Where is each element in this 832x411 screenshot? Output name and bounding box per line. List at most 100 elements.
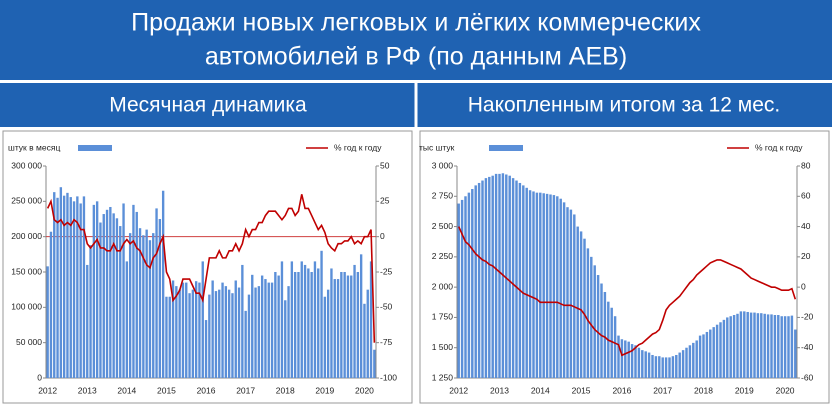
bar [350, 275, 353, 378]
bar [678, 352, 681, 378]
bar [125, 261, 129, 378]
x-tick-label: 2017 [236, 385, 255, 395]
bar [356, 272, 360, 378]
chart-title: Месячная динамика [109, 94, 307, 117]
bar [675, 354, 678, 378]
bar [155, 208, 158, 378]
bar [264, 279, 267, 378]
x-tick-label: 2020 [776, 385, 795, 395]
bar [66, 192, 69, 378]
y2-tick-label: 20 [801, 251, 811, 261]
bar [293, 272, 297, 378]
bar [522, 185, 525, 378]
bar [185, 282, 188, 378]
x-tick-label: 2018 [694, 385, 713, 395]
y2-tick-label: 80 [801, 160, 811, 170]
bar [227, 289, 231, 378]
bar [583, 238, 586, 378]
bar [647, 352, 651, 378]
bar [237, 287, 241, 378]
y2-tick-label: -20 [801, 312, 814, 322]
x-tick-label: 2016 [197, 385, 216, 395]
bar [685, 347, 688, 378]
bar [794, 329, 797, 378]
bar [346, 275, 350, 378]
bar [783, 316, 787, 378]
bar [208, 294, 211, 378]
bar [484, 178, 488, 378]
bar [109, 206, 112, 378]
bar [373, 349, 376, 378]
bar [457, 203, 460, 378]
bar [535, 192, 539, 378]
bar [562, 202, 566, 378]
bar [287, 286, 290, 378]
bar [274, 272, 277, 378]
x-tick-label: 2012 [38, 385, 57, 395]
bar [637, 347, 641, 378]
bar [218, 289, 221, 378]
bar [613, 316, 617, 378]
bar [369, 261, 373, 378]
bar [525, 187, 528, 378]
bar [624, 340, 627, 378]
y-tick-label: 2 500 [432, 221, 454, 231]
bar [471, 189, 474, 378]
bar [695, 340, 698, 378]
bar [49, 231, 53, 378]
bar [284, 300, 287, 378]
bar [698, 335, 702, 378]
y-tick-label: 1 500 [432, 342, 454, 352]
bar [627, 341, 630, 378]
y2-tick-label: -50 [380, 302, 393, 312]
bar [333, 279, 336, 378]
bar [780, 316, 783, 378]
bar [664, 357, 668, 378]
bar [330, 268, 333, 378]
bar [658, 356, 661, 378]
bar [477, 182, 481, 378]
bar [481, 180, 484, 378]
bar [569, 209, 573, 378]
bar [620, 339, 624, 378]
y2-tick-label: -100 [380, 372, 397, 382]
bar [191, 289, 195, 378]
bar [86, 264, 89, 378]
bar [320, 250, 323, 378]
bar [515, 180, 518, 378]
bar [702, 334, 705, 378]
legend-swatch [78, 145, 112, 151]
bar [736, 313, 739, 378]
bar [505, 174, 508, 378]
bar [46, 266, 49, 378]
y-tick-label: 250 000 [11, 196, 42, 206]
bar [651, 354, 654, 378]
bar [671, 356, 675, 378]
bar [363, 303, 366, 378]
x-tick-label: 2016 [612, 385, 631, 395]
header-band [0, 0, 832, 80]
legend-swatch [489, 145, 523, 151]
bar [559, 198, 562, 378]
bar [188, 293, 191, 378]
x-tick-label: 2014 [117, 385, 136, 395]
bar [705, 331, 709, 378]
bar [102, 214, 105, 378]
y-tick-label: 2 750 [432, 191, 454, 201]
y-tick-label: 1 250 [432, 372, 454, 382]
x-tick-label: 2019 [735, 385, 754, 395]
bar [72, 201, 76, 378]
bar [297, 272, 300, 378]
bar [586, 248, 590, 378]
line-series [46, 194, 376, 343]
bar [300, 261, 303, 378]
page-title: Продажи новых легковых и лёгких коммерче… [131, 9, 701, 37]
bar [366, 289, 369, 378]
bar [99, 222, 102, 378]
x-tick-label: 2020 [355, 385, 374, 395]
bar [158, 219, 162, 378]
bar [79, 203, 82, 378]
bar [95, 201, 99, 378]
x-tick-label: 2017 [653, 385, 672, 395]
